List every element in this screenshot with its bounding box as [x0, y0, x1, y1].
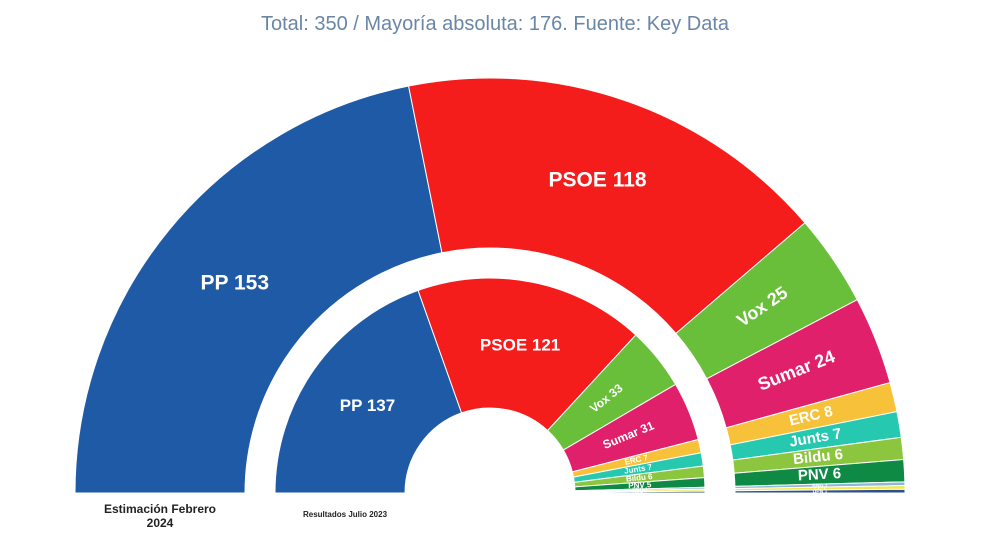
segment-label: Bildu 6: [792, 446, 844, 468]
seat-segment: [74, 85, 443, 494]
segment-label: UPN 1: [813, 489, 828, 495]
ring-label: Resultados Julio 2023: [302, 510, 388, 519]
segment-label: PNV 6: [797, 465, 841, 484]
segment-label: Junts 7: [624, 462, 654, 475]
seat-segment: [417, 277, 637, 432]
ring-label: Estimación Febrero 2024: [103, 502, 217, 530]
segment-label: Bildu 6: [626, 472, 654, 484]
segment-label: CC 1: [814, 486, 826, 492]
segment-label: BNG 1: [812, 483, 828, 489]
seat-segment: [734, 488, 906, 494]
seat-segment: [274, 289, 463, 494]
segment-label: PP 153: [201, 271, 270, 294]
segment-label: UPN 1: [633, 490, 648, 496]
segment-label: PSOE 118: [549, 169, 647, 192]
segment-label: PSOE 121: [480, 336, 560, 355]
seat-segment: [407, 77, 806, 335]
segment-label: PNV 5: [628, 480, 652, 490]
seat-segment: [574, 490, 706, 494]
chart-subtitle: Total: 350 / Mayoría absoluta: 176. Fuen…: [261, 13, 730, 35]
segment-label: PP 137: [340, 396, 395, 415]
